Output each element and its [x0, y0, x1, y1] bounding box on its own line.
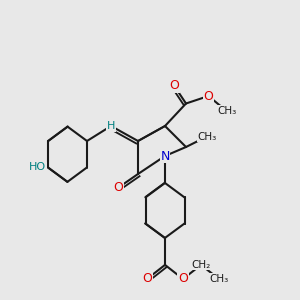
- Text: CH₃: CH₃: [217, 106, 236, 116]
- Text: O: O: [178, 272, 188, 286]
- Text: HO: HO: [29, 162, 46, 172]
- Text: N: N: [160, 149, 170, 163]
- Text: O: O: [204, 89, 213, 103]
- Text: O: O: [142, 272, 152, 286]
- Text: H: H: [107, 121, 115, 131]
- Text: CH₂: CH₂: [191, 260, 211, 270]
- Text: O: O: [114, 181, 123, 194]
- Text: CH₃: CH₃: [197, 131, 217, 142]
- Text: O: O: [169, 79, 179, 92]
- Text: CH₃: CH₃: [209, 274, 229, 284]
